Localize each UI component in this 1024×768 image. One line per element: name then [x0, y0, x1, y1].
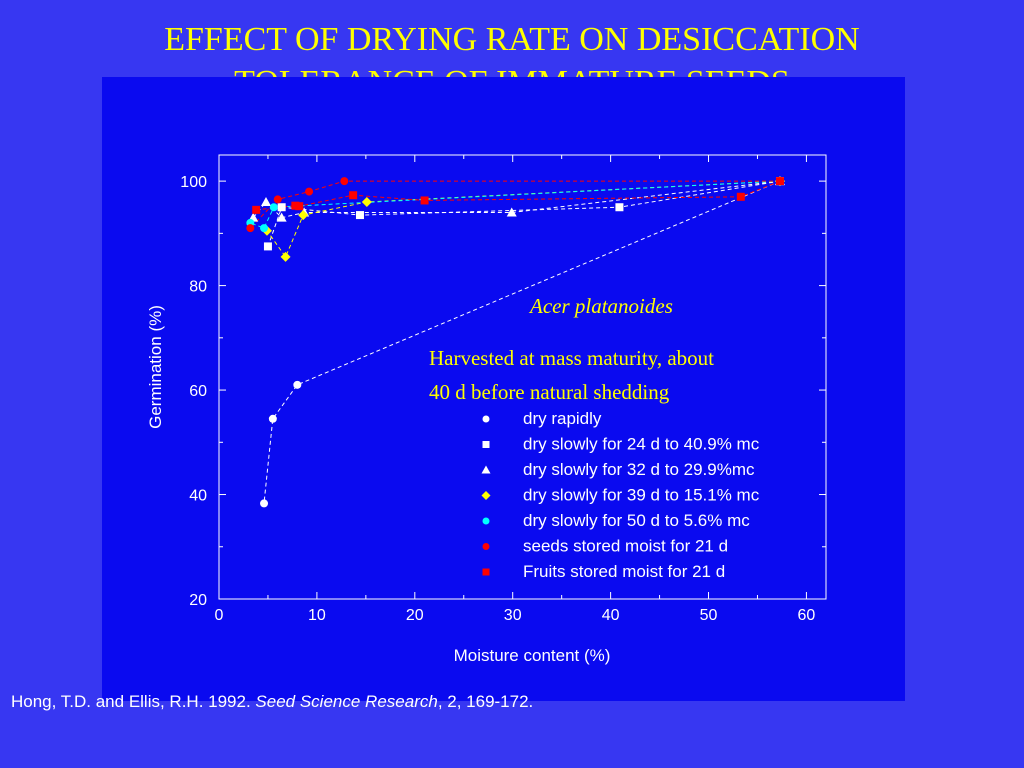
y-tick-label: 60 — [189, 383, 207, 400]
data-point — [298, 210, 309, 221]
data-point — [506, 207, 517, 217]
legend-label: Fruits stored moist for 21 d — [523, 562, 725, 581]
y-tick-label: 80 — [189, 279, 207, 296]
data-point — [246, 224, 255, 233]
data-point — [280, 251, 291, 262]
legend-marker — [482, 568, 490, 576]
data-point — [293, 380, 302, 389]
x-tick-label: 40 — [602, 607, 620, 624]
series-points — [246, 176, 785, 508]
legend-label: seeds stored moist for 21 d — [523, 537, 728, 556]
data-point — [349, 191, 358, 200]
y-tick-label: 40 — [189, 488, 207, 505]
legend-label: dry slowly for 39 d to 15.1% mc — [523, 486, 760, 505]
data-point — [263, 242, 272, 251]
citation-journal: Seed Science Research — [255, 692, 438, 711]
data-point — [252, 205, 261, 214]
chart-axes: 0 10 20 30 40 50 60 20 40 60 80 100 — [180, 154, 827, 624]
series-line-1 — [263, 180, 781, 504]
legend-label: dry slowly for 32 d to 29.9%mc — [523, 460, 755, 479]
data-point — [260, 499, 269, 508]
data-point — [269, 203, 278, 212]
x-tick-label: 60 — [798, 607, 816, 624]
data-point — [615, 203, 624, 212]
data-point — [361, 197, 372, 208]
data-point — [305, 187, 314, 196]
data-point — [268, 414, 277, 423]
legend-label: dry rapidly — [523, 409, 602, 428]
y-tick-label: 100 — [180, 174, 207, 191]
plot-frame — [218, 154, 827, 600]
x-tick-label: 20 — [406, 607, 424, 624]
citation-details: , 2, 169-172. — [437, 692, 534, 711]
citation: Hong, T.D. and Ellis, R.H. 1992. Seed Sc… — [11, 692, 533, 712]
legend-marker — [481, 465, 491, 474]
legend-marker — [482, 543, 490, 550]
series-line-5 — [250, 180, 781, 229]
x-tick-label: 0 — [215, 607, 224, 624]
data-point — [291, 201, 300, 210]
citation-authors: Hong, T.D. and Ellis, R.H. 1992. — [11, 692, 256, 711]
data-point — [420, 196, 429, 205]
y-tick-label: 20 — [189, 592, 207, 609]
y-axis-label: Germination (%) — [146, 305, 165, 429]
data-point — [340, 177, 349, 186]
data-point — [260, 197, 271, 207]
x-tick-label: 30 — [504, 607, 522, 624]
title-line-1: EFFECT OF DRYING RATE ON DESICCATION — [164, 21, 860, 58]
legend-label: dry slowly for 24 d to 40.9% mc — [523, 435, 760, 454]
data-point — [260, 224, 269, 233]
legend-label: dry slowly for 50 d to 5.6% mc — [523, 511, 750, 530]
legend-marker — [481, 491, 491, 500]
scatter-chart: 0 10 20 30 40 50 60 20 40 60 80 100 Moisture conten… — [146, 154, 827, 665]
legend-marker — [482, 415, 490, 423]
data-point — [277, 203, 286, 212]
data-point — [775, 177, 784, 186]
series-lines — [249, 180, 781, 504]
series-line-2 — [267, 180, 781, 247]
data-point — [273, 195, 282, 204]
note-line-1: Harvested at mass maturity, about — [429, 346, 714, 370]
legend-marker — [482, 517, 490, 525]
data-point — [355, 211, 364, 220]
data-point — [276, 212, 287, 222]
chart-legend: dry rapidly dry slowly for 24 d to 40.9% … — [481, 409, 760, 581]
species-annotation: Acer platanoides — [528, 294, 673, 318]
series-line-4 — [266, 180, 781, 258]
x-axis-label: Moisture content (%) — [454, 646, 611, 665]
data-point — [736, 192, 745, 201]
x-tick-label: 50 — [700, 607, 718, 624]
note-line-2: 40 d before natural shedding — [429, 380, 670, 404]
legend-marker — [482, 441, 490, 448]
x-tick-label: 10 — [308, 607, 326, 624]
chart-panel: 0 10 20 30 40 50 60 20 40 60 80 100 Moisture conten… — [102, 77, 905, 701]
